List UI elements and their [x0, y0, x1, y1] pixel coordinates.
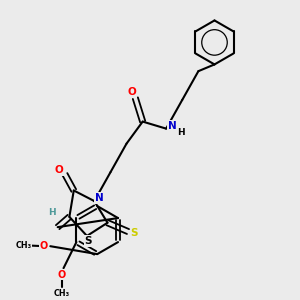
Text: H: H — [177, 128, 184, 136]
Text: O: O — [128, 87, 136, 97]
Text: O: O — [40, 241, 48, 250]
Text: S: S — [85, 236, 92, 246]
Text: CH₃: CH₃ — [54, 290, 70, 298]
Text: CH₃: CH₃ — [15, 241, 32, 250]
Text: N: N — [95, 193, 104, 203]
Text: N: N — [168, 121, 177, 131]
Text: O: O — [58, 270, 66, 280]
Text: S: S — [131, 228, 138, 238]
Text: O: O — [54, 165, 63, 175]
Text: H: H — [48, 208, 56, 217]
